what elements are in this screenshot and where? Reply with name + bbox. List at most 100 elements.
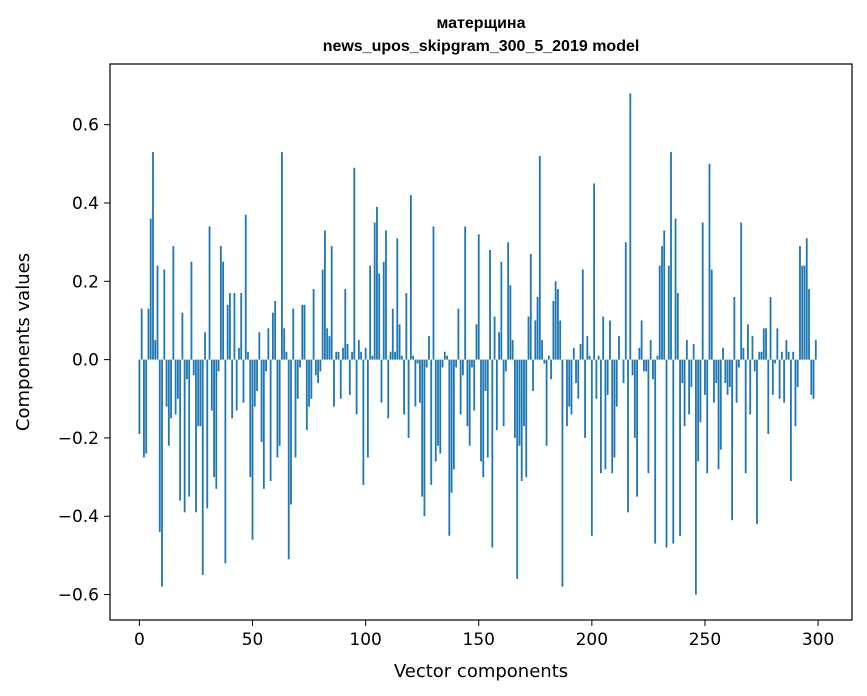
bar-109 bbox=[385, 230, 387, 360]
bar-253 bbox=[710, 269, 713, 360]
bar-242 bbox=[685, 340, 688, 360]
bar-87 bbox=[335, 351, 338, 360]
bar-240 bbox=[681, 359, 684, 384]
bar-260 bbox=[726, 359, 729, 395]
bar-296 bbox=[808, 289, 810, 360]
bar-172 bbox=[527, 316, 530, 360]
bar-35 bbox=[217, 359, 220, 372]
plot-area-frame bbox=[109, 63, 853, 621]
bar-40 bbox=[228, 293, 231, 360]
y-tick-label: 0.2 bbox=[72, 272, 99, 292]
bar-264 bbox=[735, 359, 738, 403]
bar-236 bbox=[672, 359, 675, 544]
bar-279 bbox=[769, 296, 772, 360]
bar-217 bbox=[629, 93, 632, 360]
bar-14 bbox=[170, 359, 172, 419]
bar-110 bbox=[387, 359, 390, 419]
bar-89 bbox=[339, 359, 342, 399]
bar-266 bbox=[740, 222, 743, 360]
bar-72 bbox=[301, 304, 304, 360]
bar-256 bbox=[717, 359, 720, 470]
bar-181 bbox=[547, 355, 550, 360]
bar-184 bbox=[554, 281, 557, 360]
bar-182 bbox=[550, 359, 553, 380]
bar-76 bbox=[310, 359, 313, 399]
bar-142 bbox=[459, 359, 462, 415]
bar-65 bbox=[285, 351, 288, 360]
bar-11 bbox=[163, 269, 166, 360]
bar-235 bbox=[670, 152, 672, 360]
bar-207 bbox=[606, 359, 609, 395]
bar-79 bbox=[317, 359, 320, 384]
bar-129 bbox=[430, 359, 433, 485]
bar-50 bbox=[251, 359, 254, 540]
bar-34 bbox=[215, 359, 218, 489]
bar-214 bbox=[622, 359, 625, 384]
bar-120 bbox=[409, 195, 412, 360]
bar-167 bbox=[516, 359, 519, 579]
chart-title-line-2: news_upos_skipgram_300_5_2019 model bbox=[323, 38, 640, 55]
bar-159 bbox=[498, 332, 500, 360]
bar-103 bbox=[371, 355, 374, 360]
bar-201 bbox=[593, 183, 596, 360]
bar-286 bbox=[785, 340, 788, 360]
bar-160 bbox=[500, 261, 503, 360]
bar-203 bbox=[597, 355, 600, 360]
bar-187 bbox=[561, 359, 564, 587]
bar-205 bbox=[602, 316, 605, 360]
bar-293 bbox=[801, 265, 804, 360]
bar-69 bbox=[294, 359, 297, 458]
bar-100 bbox=[364, 347, 367, 360]
chart-title-line-1: матерщина bbox=[437, 15, 526, 32]
bar-189 bbox=[566, 359, 568, 427]
bar-94 bbox=[351, 351, 353, 360]
bar-81 bbox=[321, 269, 324, 360]
bar-10 bbox=[161, 359, 163, 587]
bar-281 bbox=[774, 359, 776, 364]
bar-83 bbox=[326, 328, 329, 360]
bar-231 bbox=[661, 246, 663, 360]
bar-135 bbox=[443, 351, 446, 360]
bar-141 bbox=[457, 308, 460, 360]
bar-108 bbox=[382, 261, 385, 360]
bar-64 bbox=[283, 328, 286, 360]
bar-37 bbox=[222, 261, 225, 360]
y-axis-ticks: −0.6 −0.4 −0.2 0.0 0.2 0.4 0.6 bbox=[58, 116, 110, 606]
bar-78 bbox=[314, 359, 317, 376]
bar-185 bbox=[557, 289, 559, 360]
bar-138 bbox=[450, 359, 453, 493]
bar-175 bbox=[534, 320, 537, 360]
bar-36 bbox=[219, 246, 222, 360]
bar-111 bbox=[389, 351, 392, 360]
bar-170 bbox=[523, 359, 525, 427]
bar-29 bbox=[204, 332, 206, 360]
bar-222 bbox=[640, 320, 643, 360]
bar-150 bbox=[477, 234, 480, 360]
bar-61 bbox=[276, 359, 279, 458]
x-tick-label: 200 bbox=[576, 630, 608, 650]
bar-209 bbox=[611, 359, 614, 474]
bar-171 bbox=[525, 359, 528, 478]
bar-241 bbox=[683, 359, 686, 427]
bar-8 bbox=[156, 265, 159, 360]
bar-287 bbox=[787, 351, 790, 360]
bar-93 bbox=[348, 359, 351, 395]
bar-169 bbox=[520, 359, 523, 481]
bar-16 bbox=[174, 359, 177, 415]
bar-290 bbox=[794, 359, 797, 427]
bar-158 bbox=[495, 359, 498, 431]
bar-211 bbox=[615, 359, 618, 407]
bar-292 bbox=[799, 246, 801, 360]
bar-278 bbox=[767, 359, 770, 435]
bar-284 bbox=[780, 351, 783, 360]
bar-128 bbox=[428, 336, 430, 360]
bar-234 bbox=[667, 265, 670, 360]
bar-291 bbox=[796, 359, 799, 388]
bar-237 bbox=[674, 218, 677, 360]
bar-74 bbox=[305, 359, 308, 431]
bar-31 bbox=[208, 226, 211, 360]
bar-38 bbox=[224, 359, 227, 564]
bar-132 bbox=[437, 359, 439, 446]
bar-216 bbox=[627, 359, 629, 513]
